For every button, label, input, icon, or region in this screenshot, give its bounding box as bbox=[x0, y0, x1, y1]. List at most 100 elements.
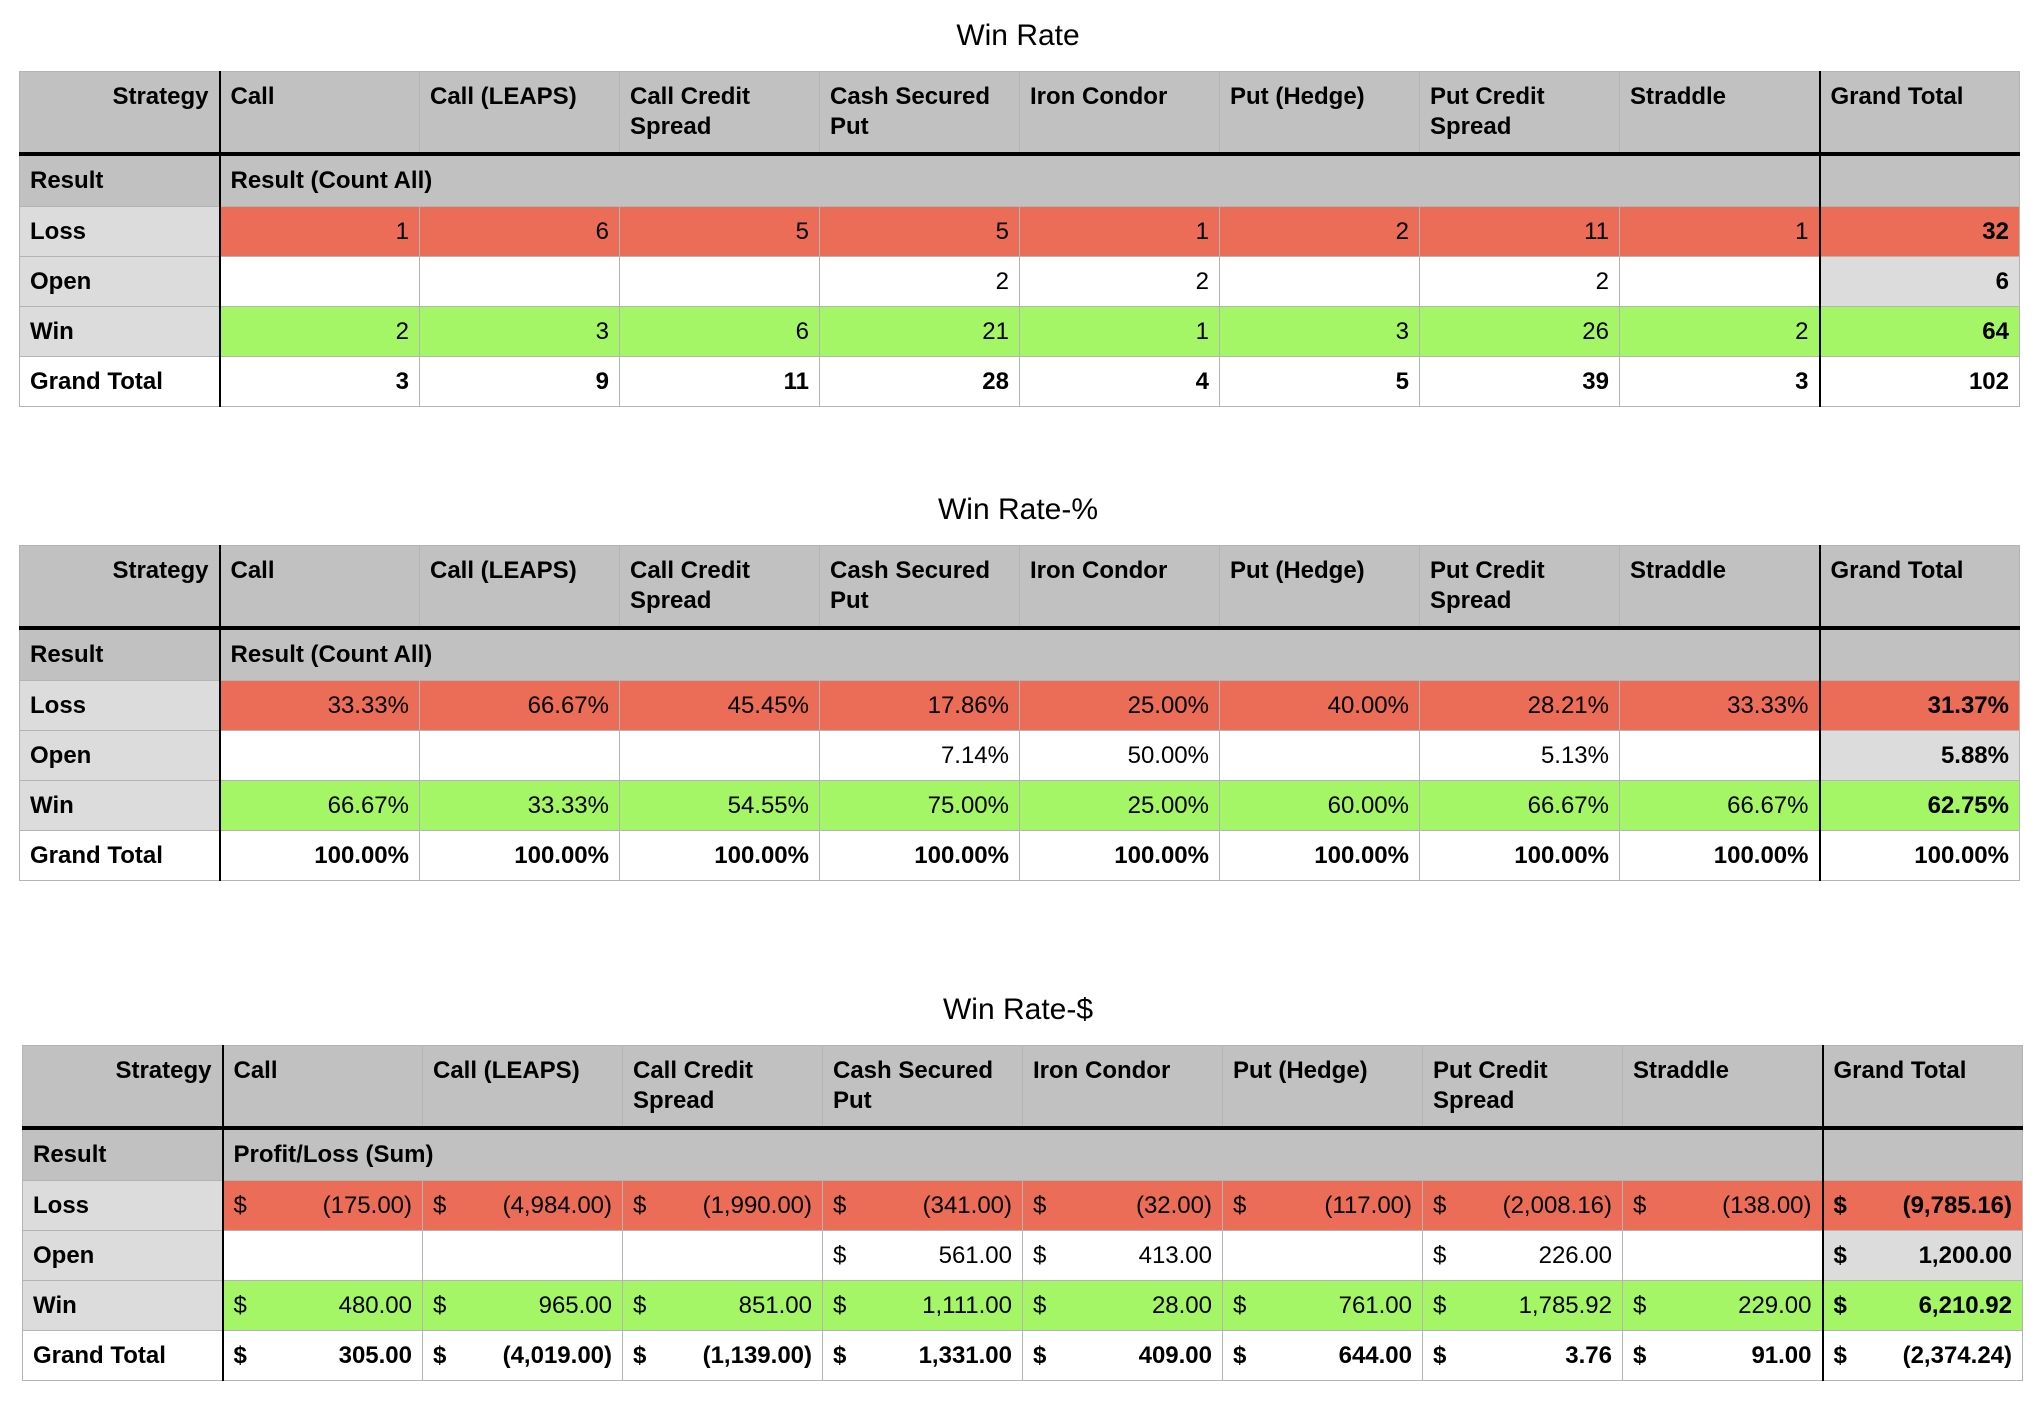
column-header: Put (Hedge) bbox=[1219, 545, 1420, 630]
value-cell: 3 bbox=[219, 356, 420, 407]
amount: 3.76 bbox=[1565, 1341, 1612, 1369]
row-label-total: Grand Total bbox=[22, 1330, 224, 1381]
amount: 761.00 bbox=[1338, 1291, 1412, 1319]
amount: 851.00 bbox=[738, 1291, 812, 1319]
currency-symbol: $ bbox=[1033, 1191, 1047, 1219]
value-cell: $561.00 bbox=[822, 1230, 1023, 1281]
value-cell: 100.00% bbox=[219, 830, 420, 881]
value-cell bbox=[1619, 730, 1820, 781]
value-cell: 100.00% bbox=[819, 830, 1020, 881]
value-cell bbox=[622, 1230, 823, 1281]
currency-symbol: $ bbox=[433, 1191, 447, 1219]
column-header: Put Credit Spread bbox=[1419, 71, 1620, 156]
measure-label: Result (Count All) bbox=[219, 627, 1820, 681]
value-cell: 2 bbox=[1619, 306, 1820, 357]
currency-symbol: $ bbox=[1033, 1241, 1047, 1269]
grand-total-cell: 62.75% bbox=[1818, 780, 2020, 831]
row-win: Win 2 3 6 21 1 3 26 2 64 bbox=[19, 306, 2020, 357]
currency-symbol: $ bbox=[1633, 1191, 1647, 1219]
amount: (138.00) bbox=[1722, 1191, 1812, 1219]
column-header: Cash Secured Put bbox=[819, 71, 1020, 156]
currency-symbol: $ bbox=[1033, 1291, 1047, 1319]
currency-symbol: $ bbox=[1633, 1341, 1647, 1369]
currency-symbol: $ bbox=[1233, 1341, 1247, 1369]
value-cell: 2 bbox=[1219, 206, 1420, 257]
value-cell: $ (4,984.00) bbox=[422, 1180, 623, 1231]
row-label-win: Win bbox=[19, 306, 221, 357]
measure-total-blank bbox=[1821, 1127, 2023, 1181]
value-cell: 66.67% bbox=[1419, 780, 1620, 831]
value-cell: $1,331.00 bbox=[822, 1330, 1023, 1381]
row-label-win: Win bbox=[19, 780, 221, 831]
win-rate-pct-table: Strategy Call Call (LEAPS) Call Credit Spre… bbox=[19, 545, 2020, 881]
amount: (32.00) bbox=[1135, 1191, 1212, 1219]
value-cell: 2 bbox=[219, 306, 420, 357]
grand-total-cell: $ (9,785.16) bbox=[1821, 1180, 2023, 1231]
currency-symbol: $ bbox=[633, 1191, 647, 1219]
value-cell: 54.55% bbox=[619, 780, 820, 831]
value-cell: $480.00 bbox=[222, 1280, 423, 1331]
amount: 644.00 bbox=[1338, 1341, 1412, 1369]
currency-symbol: $ bbox=[833, 1241, 847, 1269]
amount: (117.00) bbox=[1324, 1191, 1412, 1219]
column-header: Cash Secured Put bbox=[819, 545, 1020, 630]
row-open: Open 2 2 2 6 bbox=[19, 256, 2020, 307]
value-cell: $851.00 bbox=[622, 1280, 823, 1331]
value-cell bbox=[422, 1230, 623, 1281]
row-label-loss: Loss bbox=[19, 680, 221, 731]
measure-total-blank bbox=[1818, 627, 2020, 681]
currency-symbol: $ bbox=[1233, 1291, 1247, 1319]
currency-symbol: $ bbox=[1833, 1341, 1847, 1369]
amount: (1,990.00) bbox=[702, 1191, 812, 1219]
grand-total-cell: 102 bbox=[1818, 356, 2020, 407]
win-rate-pct-title: Win Rate-% bbox=[937, 493, 1099, 526]
column-header: Iron Condor bbox=[1019, 71, 1220, 156]
row-win: Win $480.00 $965.00 $851.00 $1,111.00 $28.00 $… bbox=[22, 1280, 2023, 1331]
row-label-win: Win bbox=[22, 1280, 224, 1331]
header-row: Strategy Call Call (LEAPS) Call Credit Spre… bbox=[22, 1045, 2023, 1130]
value-cell: $1,111.00 bbox=[822, 1280, 1023, 1331]
amount: 480.00 bbox=[338, 1291, 412, 1319]
measure-row: Result Profit/Loss (Sum) bbox=[22, 1127, 2023, 1181]
row-win: Win 66.67% 33.33% 54.55% 75.00% 25.00% 60.00% 6… bbox=[19, 780, 2020, 831]
currency-symbol: $ bbox=[433, 1341, 447, 1369]
value-cell: 11 bbox=[619, 356, 820, 407]
value-cell: 1 bbox=[1019, 206, 1220, 257]
value-cell bbox=[1622, 1230, 1823, 1281]
value-cell: 39 bbox=[1419, 356, 1620, 407]
value-cell: 2 bbox=[1019, 256, 1220, 307]
amount: 965.00 bbox=[538, 1291, 612, 1319]
measure-total-blank bbox=[1818, 153, 2020, 207]
measure-row: Result Result (Count All) bbox=[19, 627, 2020, 681]
column-header: Call bbox=[222, 1045, 423, 1130]
column-header: Iron Condor bbox=[1022, 1045, 1223, 1130]
column-header: Call bbox=[219, 545, 420, 630]
column-header: Put (Hedge) bbox=[1219, 71, 1420, 156]
currency-symbol: $ bbox=[833, 1341, 847, 1369]
value-cell: $ (175.00) bbox=[222, 1180, 423, 1231]
row-label-open: Open bbox=[19, 256, 221, 307]
value-cell: 100.00% bbox=[1219, 830, 1420, 881]
row-label-loss: Loss bbox=[19, 206, 221, 257]
value-cell: 1 bbox=[1019, 306, 1220, 357]
currency-symbol: $ bbox=[233, 1191, 247, 1219]
amount: (9,785.16) bbox=[1902, 1191, 2012, 1219]
amount: 409.00 bbox=[1138, 1341, 1212, 1369]
value-cell: 40.00% bbox=[1219, 680, 1420, 731]
value-cell bbox=[219, 730, 420, 781]
value-cell: 21 bbox=[819, 306, 1020, 357]
value-cell: $ (32.00) bbox=[1022, 1180, 1223, 1231]
row-total: Grand Total $305.00 $ (4,019.00) $ (1,139.00)… bbox=[22, 1330, 2023, 1381]
column-header: Call Credit Spread bbox=[619, 545, 820, 630]
value-cell: $226.00 bbox=[1422, 1230, 1623, 1281]
value-cell: $91.00 bbox=[1622, 1330, 1823, 1381]
header-row: Strategy Call Call (LEAPS) Call Credit Spre… bbox=[19, 71, 2020, 156]
value-cell: $409.00 bbox=[1022, 1330, 1223, 1381]
grand-total-cell: $ (2,374.24) bbox=[1821, 1330, 2023, 1381]
value-cell bbox=[619, 256, 820, 307]
column-header: Call Credit Spread bbox=[622, 1045, 823, 1130]
value-cell: $ (1,990.00) bbox=[622, 1180, 823, 1231]
value-cell: 100.00% bbox=[1419, 830, 1620, 881]
value-cell: $ (1,139.00) bbox=[622, 1330, 823, 1381]
value-cell: $ (138.00) bbox=[1622, 1180, 1823, 1231]
